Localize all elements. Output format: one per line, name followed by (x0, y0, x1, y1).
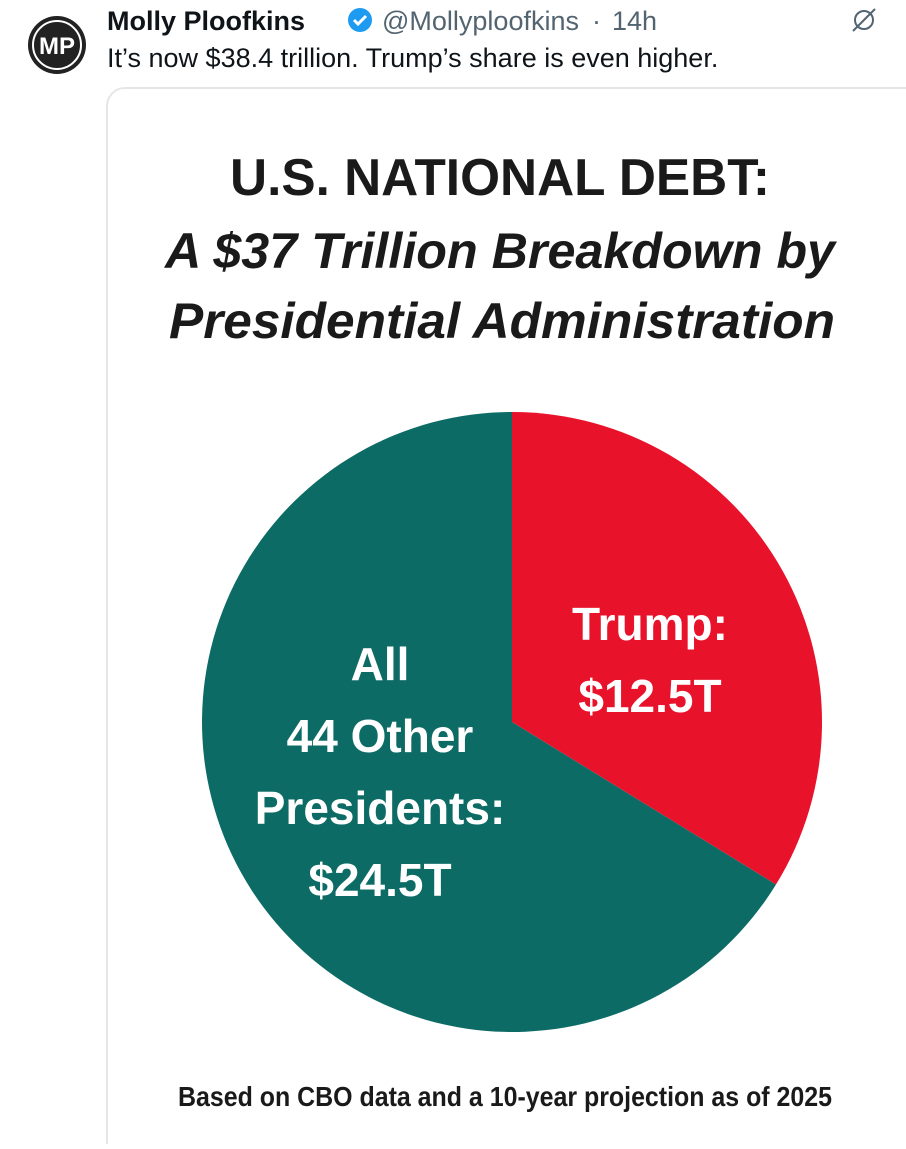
pie-slice (202, 412, 776, 1032)
slice-value-label: $24.5T (308, 854, 451, 906)
slice-label: Trump: (572, 598, 728, 650)
avatar-ring (32, 20, 82, 70)
slice-label: Presidents: (255, 782, 506, 834)
pie-slice (512, 412, 823, 885)
tweet-text: It’s now $38.4 trillion. Trump’s share i… (107, 43, 718, 73)
slice-value-label: $12.5T (578, 670, 721, 722)
grok-icon[interactable] (852, 8, 876, 32)
user-handle[interactable]: @Mollyploofkins (382, 6, 579, 36)
slice-label: All (351, 638, 410, 690)
separator: · (592, 6, 601, 36)
timestamp[interactable]: 14h (612, 6, 657, 36)
verified-check (352, 14, 368, 27)
pie: Trump: $12.5T All 44 Other Presidents: $24.5T (202, 412, 823, 1032)
chart-title: U.S. NATIONAL DEBT: (230, 149, 770, 207)
avatar-text: MP (39, 33, 75, 60)
avatar[interactable] (28, 16, 86, 74)
slice-label: 44 Other (287, 710, 474, 762)
user-name[interactable]: Molly Ploofkins (107, 6, 305, 36)
chart-note: Based on CBO data and a 10-year projecti… (178, 1081, 832, 1112)
chart-subtitle: Presidential Administration (169, 293, 835, 349)
chart-subtitle: A $37 Trillion Breakdown by (163, 223, 837, 279)
